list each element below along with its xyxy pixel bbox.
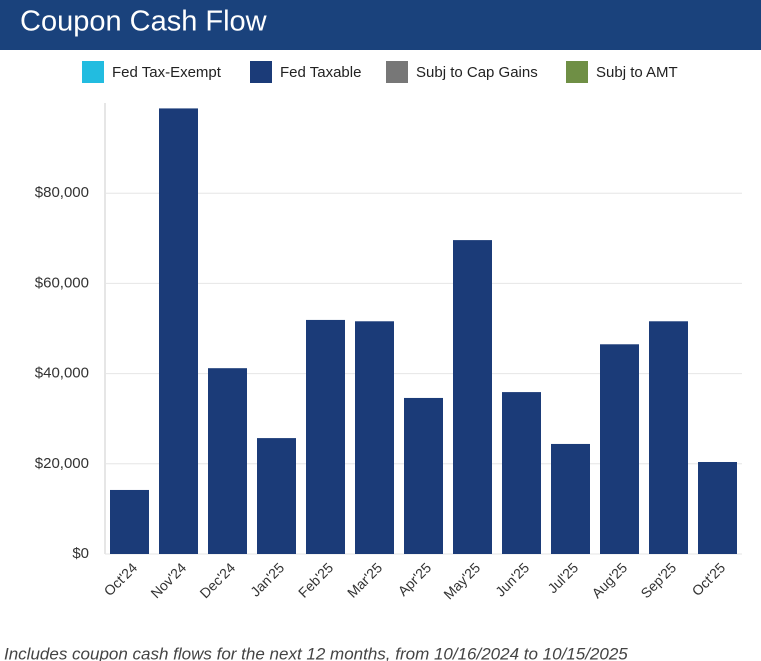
bar — [355, 321, 394, 554]
y-tick-label: $80,000 — [35, 184, 89, 201]
y-tick-label: $20,000 — [35, 455, 89, 472]
x-tick-label: Dec'24 — [196, 559, 238, 601]
bar — [110, 489, 149, 554]
y-tick-label: $0 — [72, 545, 89, 562]
y-tick-label: $60,000 — [35, 274, 89, 291]
x-tick-label: Sep'25 — [637, 559, 679, 601]
bar — [502, 392, 541, 554]
x-tick-label: Apr'25 — [395, 559, 435, 599]
x-tick-label: Oct'25 — [689, 559, 729, 599]
legend-swatch — [250, 61, 272, 83]
x-tick-label: Jun'25 — [492, 559, 532, 599]
legend-swatch — [566, 61, 588, 83]
bar — [698, 461, 737, 554]
legend-swatch — [82, 61, 104, 83]
x-tick-label: Jul'25 — [544, 559, 581, 596]
bar — [208, 368, 247, 554]
x-tick-label: Nov'24 — [147, 559, 189, 601]
header-bar — [0, 0, 761, 50]
chart-title: Coupon Cash Flow — [20, 6, 268, 38]
legend-label: Fed Tax-Exempt — [112, 64, 222, 81]
legend-swatch — [386, 61, 408, 83]
bar — [453, 240, 492, 554]
x-tick-label: May'25 — [440, 559, 483, 602]
bar — [159, 108, 198, 555]
bar — [551, 443, 590, 554]
footnote: Includes coupon cash flows for the next … — [4, 644, 628, 661]
bar — [257, 438, 296, 554]
x-tick-label: Feb'25 — [295, 559, 336, 600]
y-tick-label: $40,000 — [35, 365, 89, 382]
x-tick-label: Mar'25 — [344, 559, 385, 600]
x-tick-label: Oct'24 — [101, 559, 141, 599]
bar — [404, 397, 443, 554]
legend-label: Subj to Cap Gains — [416, 64, 538, 81]
legend-label: Fed Taxable — [280, 64, 361, 81]
bar — [649, 321, 688, 554]
bar — [306, 319, 345, 554]
legend-label: Subj to AMT — [596, 64, 678, 81]
x-tick-label: Aug'25 — [588, 559, 630, 601]
bar — [600, 344, 639, 554]
x-tick-label: Jan'25 — [247, 559, 287, 599]
